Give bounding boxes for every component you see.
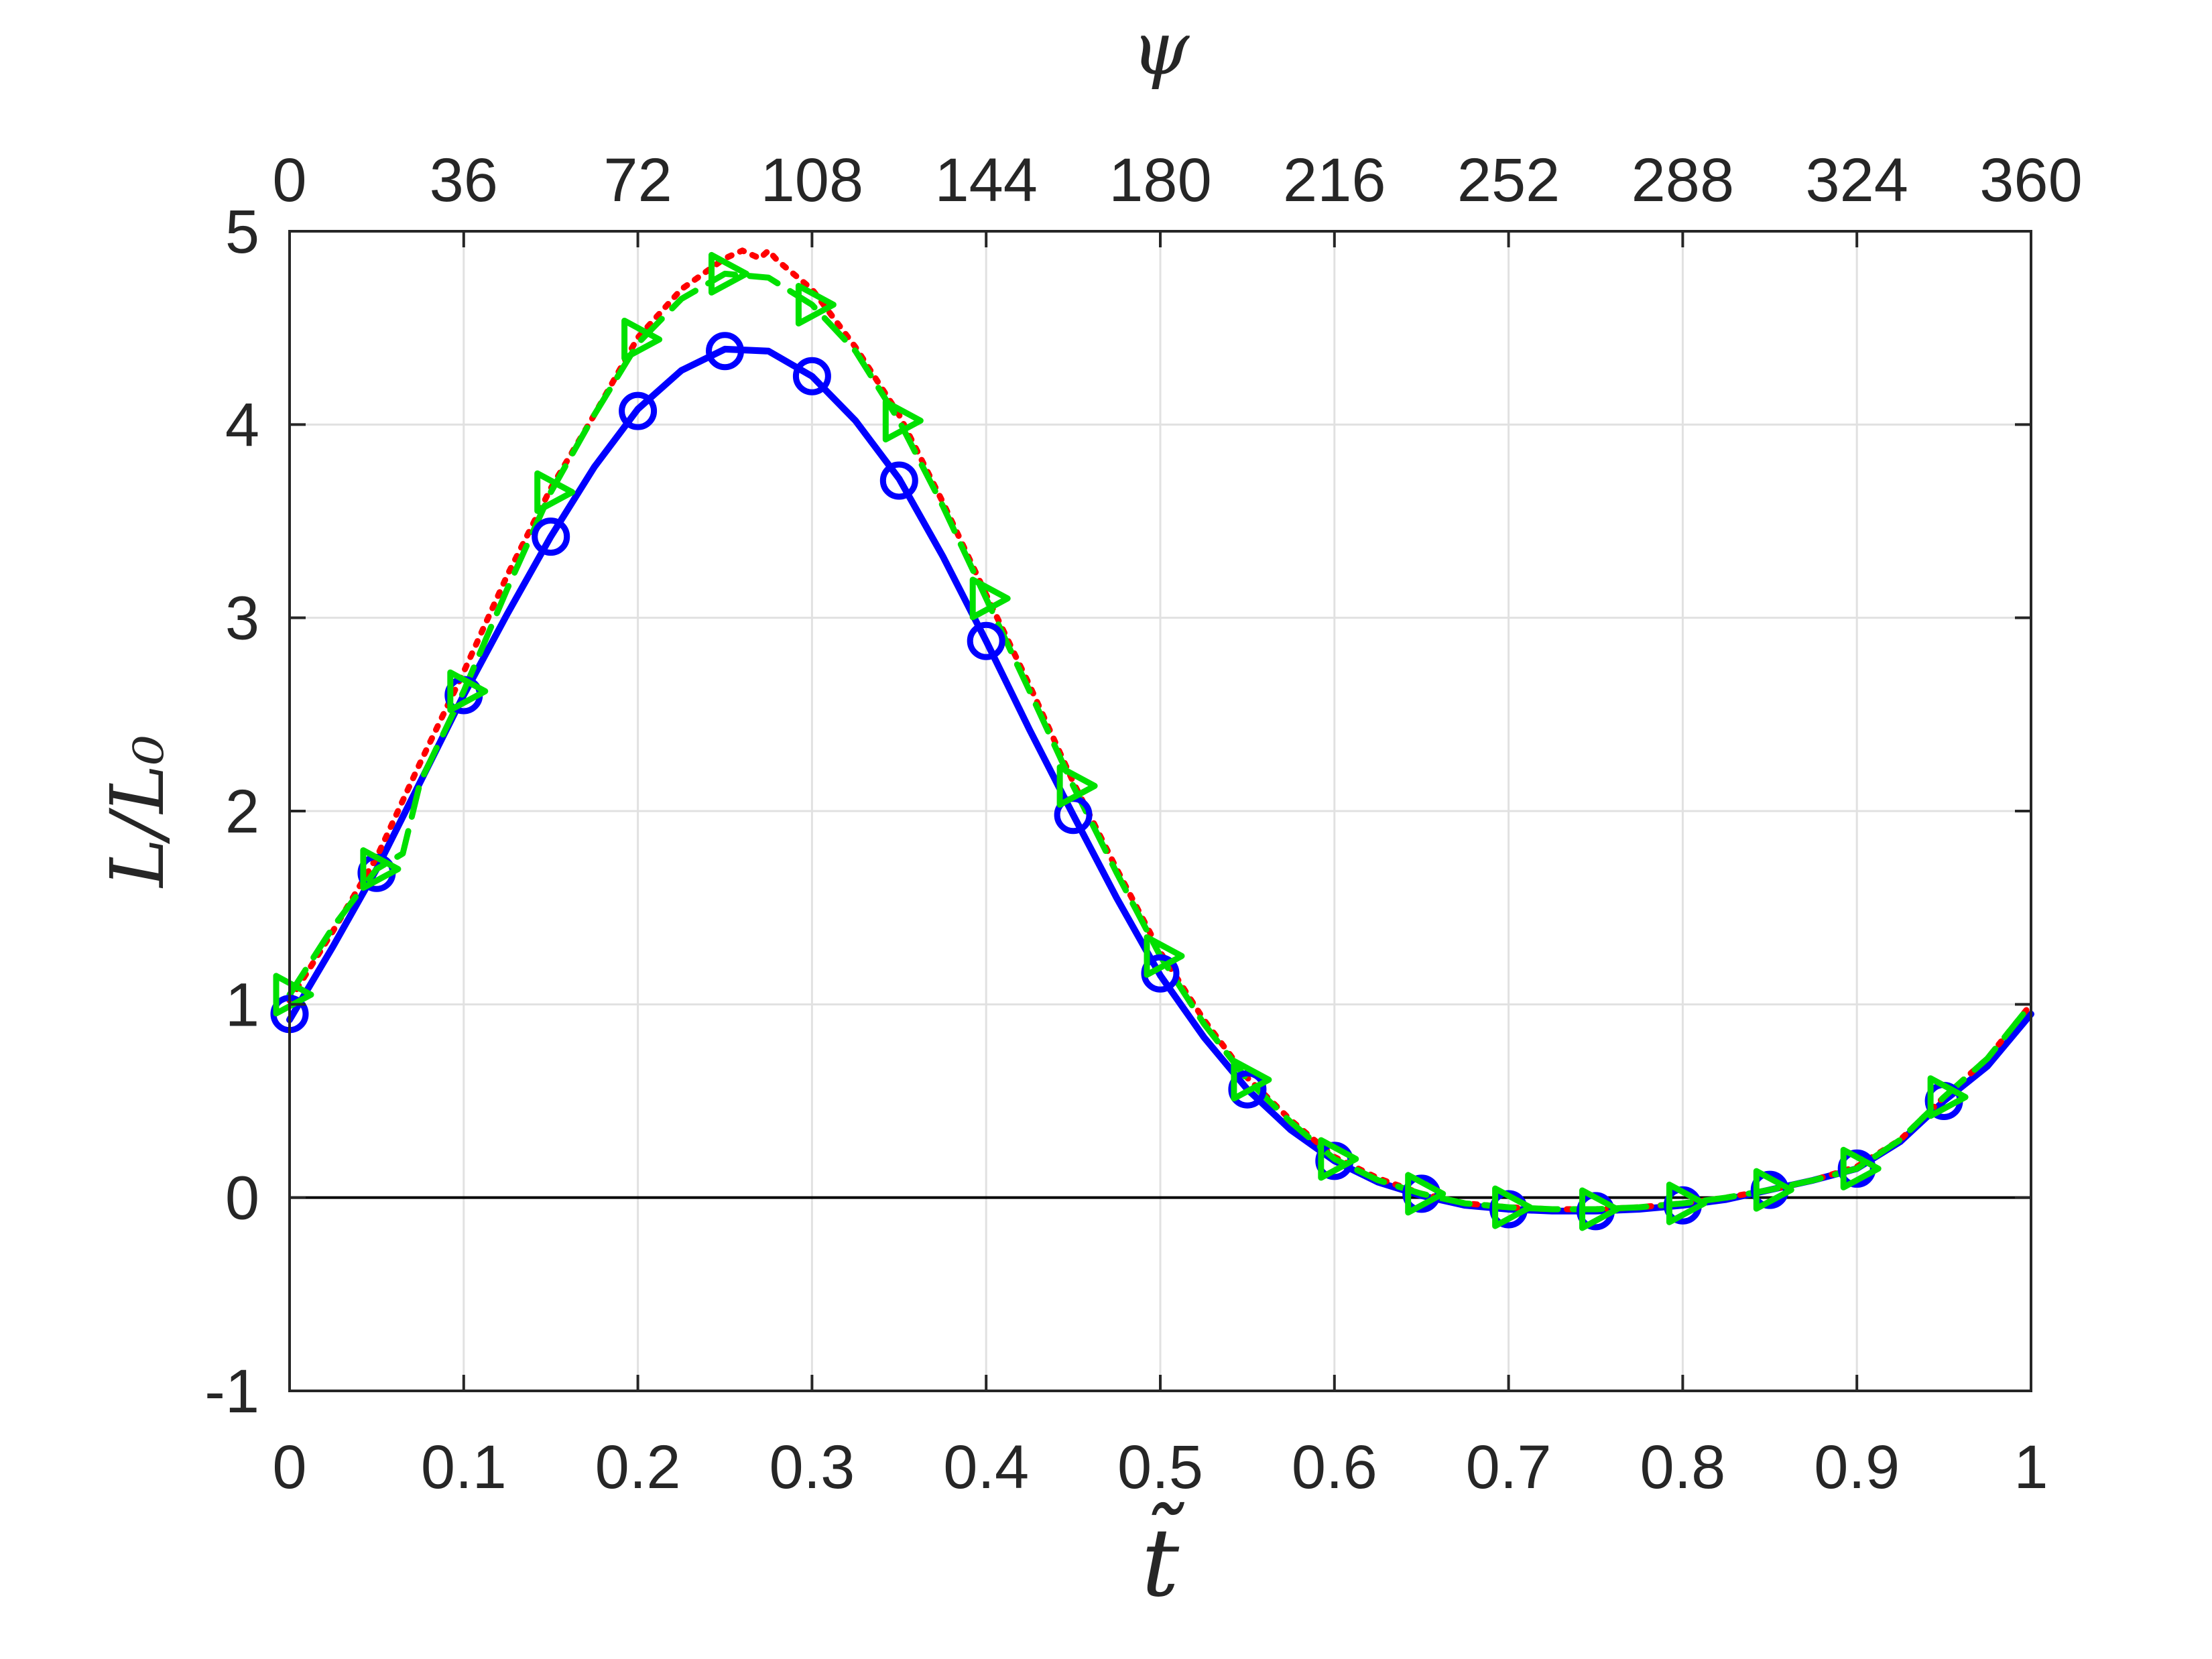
y-tick-label: -1 [204,1357,259,1426]
top-x-tick-label: 108 [761,146,864,214]
circle-marker [879,461,918,500]
triangle-marker [1753,1168,1794,1212]
x-tick-label: 0.9 [1814,1433,1900,1501]
top-x-tick-label: 360 [1979,146,2083,214]
circle-marker [792,357,831,395]
triangle-marker [621,317,663,361]
x-tick-label: 1 [2014,1433,2048,1501]
y-tick-labels: -1 0 1 2 3 4 5 [204,198,259,1426]
gridlines [290,231,2031,1391]
triangle-marker [795,283,837,327]
x-tick-label: 0.3 [769,1433,855,1501]
top-axis-label: ψ [1131,5,1190,91]
triangle-marker [1492,1185,1534,1229]
top-x-tick-label: 324 [1805,146,1908,214]
triangle-marker [969,576,1011,621]
y-tick-label: 5 [225,198,259,266]
triangle-marker [1927,1075,1969,1119]
x-tick-label: 0.6 [1292,1433,1377,1501]
triangle-marker [1579,1187,1620,1231]
triangle-marker [1056,764,1098,808]
triangle-marker [882,399,924,443]
top-x-tick-label: 180 [1109,146,1212,214]
y-tick-label: 0 [225,1164,259,1233]
x-tick-label: 0.7 [1466,1433,1552,1501]
top-x-tick-labels: 0 36 72 108 144 180 216 252 288 324 360 [272,146,2082,214]
triangle-marker [1666,1181,1707,1225]
top-x-tick-label: 288 [1632,146,1735,214]
x-tick-label: 0.2 [595,1433,681,1501]
y-tick-label: 3 [225,585,259,653]
circle-marker [619,391,658,430]
top-x-tick-label: 0 [272,146,306,214]
top-x-tick-label: 36 [430,146,498,214]
top-x-tick-label: 72 [603,146,672,214]
top-x-tick-label: 144 [934,146,1038,214]
circle-marker [967,621,1005,660]
x-tick-label: 0.5 [1117,1433,1203,1501]
triangle-marker [1231,1058,1272,1102]
bottom-x-tick-labels: 0 0.1 0.2 0.3 0.4 0.5 0.6 0.7 0.8 0.9 1 [272,1433,2048,1501]
markers-layer [270,251,1969,1231]
y-tick-label: 2 [225,778,259,846]
y-tick-label: 1 [225,971,259,1039]
y-tick-label: 4 [225,391,259,459]
y-axis-label: L/L₀ [95,735,180,888]
triangle-marker [1405,1172,1447,1216]
triangle-marker [360,847,402,891]
axis-ticks [288,230,2032,1392]
x-tick-label: 0 [272,1433,306,1501]
triangle-marker [1144,934,1185,978]
x-tick-label: 0.8 [1640,1433,1725,1501]
x-tick-label: 0.4 [943,1433,1029,1501]
x-axis-label: t̃ [1142,1501,1184,1618]
triangle-marker [1318,1137,1359,1181]
triangle-marker [534,470,576,514]
triangle-marker [709,251,749,296]
triangle-marker [447,669,489,713]
circle-marker [706,332,744,371]
top-x-tick-label: 216 [1283,146,1386,214]
circle-marker [532,517,570,556]
top-x-tick-label: 252 [1457,146,1560,214]
triangle-marker [1840,1146,1882,1190]
x-tick-label: 0.1 [421,1433,507,1501]
